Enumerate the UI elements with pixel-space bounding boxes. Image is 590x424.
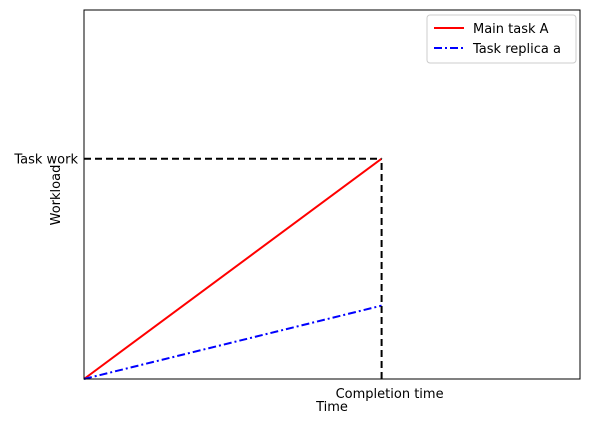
legend-box (426, 14, 577, 64)
plot-frame (83, 9, 581, 380)
plot-layer (83, 157, 383, 380)
tick-layer: Task work Completion time (13, 153, 443, 402)
legend-label-main-task-a: Main task A (473, 22, 549, 37)
x-axis-label: Time (315, 400, 348, 415)
x-tick-label-0: Completion time (336, 387, 444, 402)
legend-label-task-replica-a: Task replica a (472, 42, 561, 57)
series-line-0 (83, 157, 383, 380)
y-tick-label-0: Task work (13, 153, 78, 168)
y-axis-label: Workload (49, 165, 64, 226)
series-line-1 (83, 304, 382, 380)
legend: Main task A Task replica a (426, 14, 577, 64)
